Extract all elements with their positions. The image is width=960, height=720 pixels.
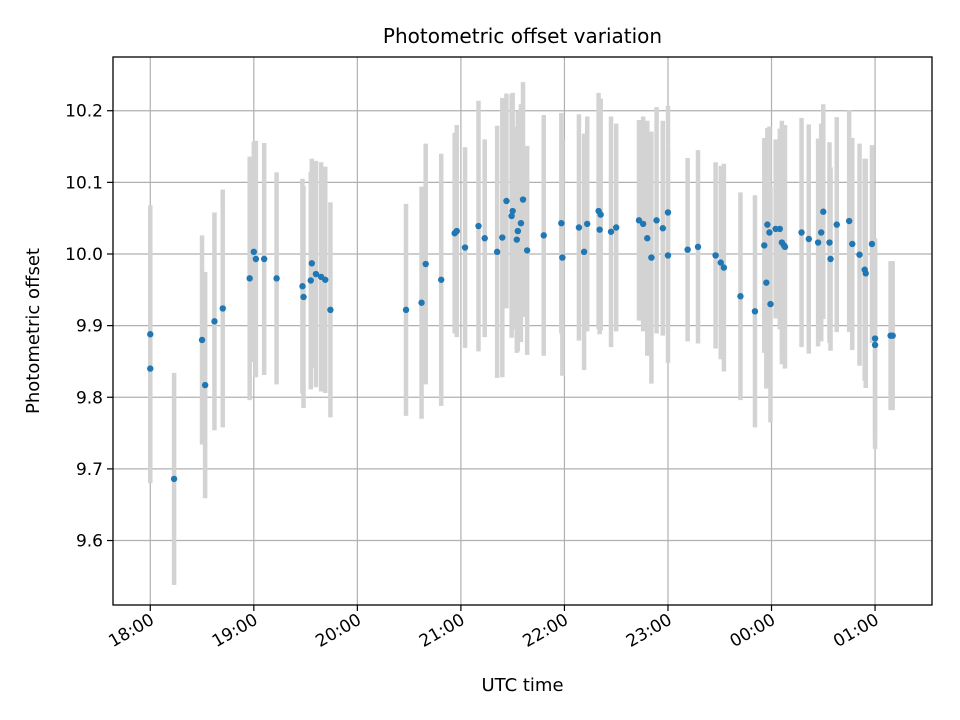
- data-point: [871, 335, 879, 342]
- data-point: [540, 232, 547, 239]
- data-point: [523, 247, 531, 254]
- data-point: [250, 248, 258, 256]
- y-tick-label: 10.1: [65, 173, 103, 193]
- y-axis-label: Photometric offset: [23, 248, 44, 414]
- y-tick-label: 9.7: [76, 460, 103, 480]
- data-point: [761, 242, 768, 249]
- data-point: [889, 332, 896, 339]
- data-point: [763, 279, 770, 286]
- data-point: [826, 239, 833, 246]
- data-point: [597, 211, 604, 218]
- data-point: [781, 243, 789, 251]
- data-point: [503, 197, 510, 205]
- data-point: [856, 251, 863, 258]
- data-point: [252, 255, 260, 263]
- data-point: [639, 220, 647, 228]
- data-point: [607, 228, 615, 235]
- data-point: [499, 234, 506, 241]
- data-point: [596, 226, 603, 233]
- data-point: [201, 381, 209, 389]
- data-point: [322, 276, 329, 283]
- data-point: [584, 220, 591, 228]
- data-point: [273, 275, 280, 282]
- data-point: [509, 207, 516, 215]
- data-point: [818, 229, 825, 236]
- data-point: [644, 235, 651, 242]
- data-point: [493, 248, 501, 256]
- data-point: [798, 229, 805, 236]
- data-point: [481, 235, 488, 242]
- data-point: [508, 212, 515, 220]
- data-point: [814, 239, 822, 246]
- data-point: [720, 264, 728, 271]
- data-point: [635, 217, 643, 224]
- data-point: [751, 308, 759, 315]
- data-point: [402, 306, 410, 314]
- data-point: [767, 300, 774, 308]
- data-point: [170, 475, 178, 483]
- data-point: [766, 229, 773, 236]
- data-point: [219, 305, 226, 312]
- data-point: [712, 252, 719, 259]
- data-point: [147, 365, 154, 372]
- y-tick-label: 9.9: [76, 317, 103, 337]
- plot-frame: [112, 56, 933, 606]
- data-point: [422, 260, 429, 268]
- data-point: [717, 259, 724, 266]
- data-point: [575, 224, 583, 231]
- x-axis-label: UTC time: [481, 675, 563, 696]
- data-point: [299, 283, 306, 290]
- y-tick-label: 9.8: [76, 388, 103, 408]
- data-point: [514, 227, 522, 235]
- data-point: [147, 331, 154, 338]
- data-point: [659, 225, 666, 232]
- data-point: [664, 209, 672, 216]
- data-point: [300, 293, 307, 301]
- data-point: [198, 336, 206, 344]
- data-points: [147, 196, 896, 483]
- y-tick-label: 10.2: [65, 102, 103, 122]
- data-point: [461, 244, 469, 251]
- y-axis-ticks: 9.6 9.7 9.8 9.9 10.0 10.1 10.2: [65, 102, 113, 552]
- data-point: [519, 196, 527, 203]
- data-point: [211, 318, 218, 325]
- chart-title: Photometric offset variation: [383, 24, 662, 48]
- data-point: [694, 243, 702, 251]
- data-point: [833, 221, 840, 228]
- data-point: [664, 252, 672, 259]
- data-point: [684, 246, 691, 253]
- y-tick-label: 10.0: [65, 245, 103, 265]
- data-point: [246, 275, 253, 282]
- data-point: [438, 276, 445, 283]
- data-point: [559, 254, 566, 261]
- data-point: [580, 248, 588, 256]
- data-point: [764, 221, 771, 228]
- data-point: [849, 240, 856, 248]
- data-point: [776, 225, 783, 233]
- y-tick-label: 9.6: [76, 532, 103, 552]
- data-point: [307, 277, 314, 284]
- data-point: [475, 222, 482, 230]
- data-point: [418, 299, 425, 306]
- data-point: [513, 236, 521, 243]
- data-point: [862, 270, 869, 277]
- data-point: [327, 306, 334, 314]
- data-point: [868, 240, 876, 248]
- data-point: [453, 227, 460, 235]
- data-point: [653, 217, 660, 224]
- data-point: [308, 260, 315, 267]
- data-point: [845, 217, 853, 225]
- data-point: [827, 255, 834, 263]
- data-point: [613, 224, 620, 231]
- data-point: [312, 270, 320, 278]
- data-point: [871, 341, 879, 349]
- data-point: [737, 293, 744, 300]
- data-point: [260, 255, 268, 263]
- data-point: [820, 208, 827, 215]
- data-point: [805, 235, 812, 243]
- data-point: [558, 219, 565, 227]
- data-point: [648, 254, 655, 261]
- data-point: [517, 219, 525, 227]
